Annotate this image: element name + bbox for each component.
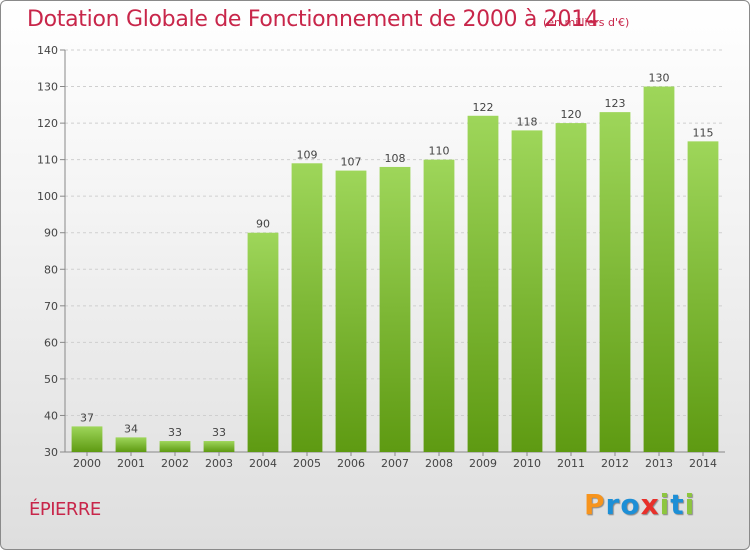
data-label-2007: 108 — [385, 152, 406, 165]
x-tick-label-2005: 2005 — [293, 457, 321, 470]
logo-letter: x — [640, 488, 660, 521]
x-tick-label-2008: 2008 — [425, 457, 453, 470]
data-label-2008: 110 — [429, 145, 450, 158]
labels: 37 34 33 33 90 109 107 108 110 122 118 120 123 130 115 — [80, 72, 714, 439]
data-label-2004: 90 — [256, 218, 270, 231]
bar-2010 — [511, 130, 543, 452]
data-label-2011: 120 — [561, 108, 582, 121]
y-tick-label: 80 — [44, 263, 58, 276]
data-label-2013: 130 — [649, 72, 670, 85]
y-tick-label: 130 — [37, 81, 58, 94]
x-tick-label-2010: 2010 — [513, 457, 541, 470]
x-tick-label-2002: 2002 — [161, 457, 189, 470]
y-tick-label: 70 — [44, 300, 58, 313]
data-label-2000: 37 — [80, 411, 94, 424]
x-tick-label-2007: 2007 — [381, 457, 409, 470]
bar-2003 — [203, 441, 235, 452]
y-tick-label: 100 — [37, 190, 58, 203]
proxiti-logo: Proxiti — [584, 488, 695, 521]
bar-2004 — [247, 232, 279, 452]
logo-letter: o — [620, 488, 641, 521]
chart-title: Dotation Globale de Fonctionnement de 20… — [27, 7, 599, 32]
y-tick-label: 50 — [44, 373, 58, 386]
data-label-2002: 33 — [168, 426, 182, 439]
bar-2005 — [291, 163, 323, 453]
commune-name: ÉPIERRE — [29, 499, 101, 520]
bar-2014 — [687, 141, 719, 452]
x-tick-label-2014: 2014 — [689, 457, 717, 470]
bar-2011 — [555, 123, 587, 452]
logo-letter: r — [605, 488, 621, 521]
x-tick-label-2009: 2009 — [469, 457, 497, 470]
y-tick-label: 40 — [44, 409, 58, 422]
x-tick-label-2001: 2001 — [117, 457, 145, 470]
bar-2008 — [423, 159, 455, 453]
x-tick-label-2012: 2012 — [601, 457, 629, 470]
logo-letter: P — [584, 488, 606, 521]
data-label-2001: 34 — [124, 422, 138, 435]
data-label-2010: 118 — [517, 115, 538, 128]
bar-2002 — [159, 441, 191, 452]
data-label-2009: 122 — [473, 101, 494, 114]
chart-subtitle: (en milliers d'€) — [543, 16, 630, 29]
bar-2012 — [599, 112, 631, 453]
x-tick-label-2003: 2003 — [205, 457, 233, 470]
bar-2009 — [467, 115, 499, 453]
x-tick-label-2006: 2006 — [337, 457, 365, 470]
logo-letter: t — [670, 488, 685, 521]
x-tick-label-2004: 2004 — [249, 457, 277, 470]
x-tick-label-2011: 2011 — [557, 457, 585, 470]
data-label-2014: 115 — [693, 126, 714, 139]
y-tick-label: 110 — [37, 154, 58, 167]
y-tick-label: 120 — [37, 117, 58, 130]
bar-2007 — [379, 166, 411, 453]
logo-letter: i — [684, 488, 696, 521]
bar-2013 — [643, 86, 675, 452]
bar-2000 — [71, 426, 103, 452]
x-tick-label-2000: 2000 — [73, 457, 101, 470]
data-label-2012: 123 — [605, 97, 626, 110]
data-label-2005: 109 — [297, 148, 318, 161]
y-tick-label: 90 — [44, 227, 58, 240]
bar-2006 — [335, 170, 367, 452]
logo-letter: i — [659, 488, 671, 521]
data-label-2003: 33 — [212, 426, 226, 439]
y-tick-label: 60 — [44, 336, 58, 349]
y-tick-label: 30 — [44, 446, 58, 459]
data-label-2006: 107 — [341, 156, 362, 169]
y-tick-label: 140 — [37, 44, 58, 57]
bar-2001 — [115, 437, 147, 452]
x-tick-label-2013: 2013 — [645, 457, 673, 470]
bars — [71, 86, 719, 453]
